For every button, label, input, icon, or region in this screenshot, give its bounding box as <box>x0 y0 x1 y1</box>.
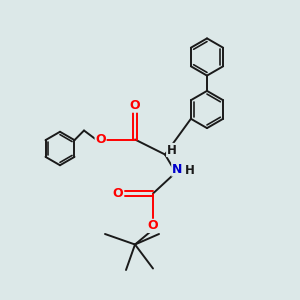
Text: O: O <box>95 133 106 146</box>
Text: H: H <box>185 164 194 177</box>
Text: O: O <box>112 187 123 200</box>
Text: O: O <box>148 219 158 232</box>
Text: O: O <box>130 99 140 112</box>
Text: N: N <box>172 163 182 176</box>
Text: H: H <box>167 143 176 157</box>
